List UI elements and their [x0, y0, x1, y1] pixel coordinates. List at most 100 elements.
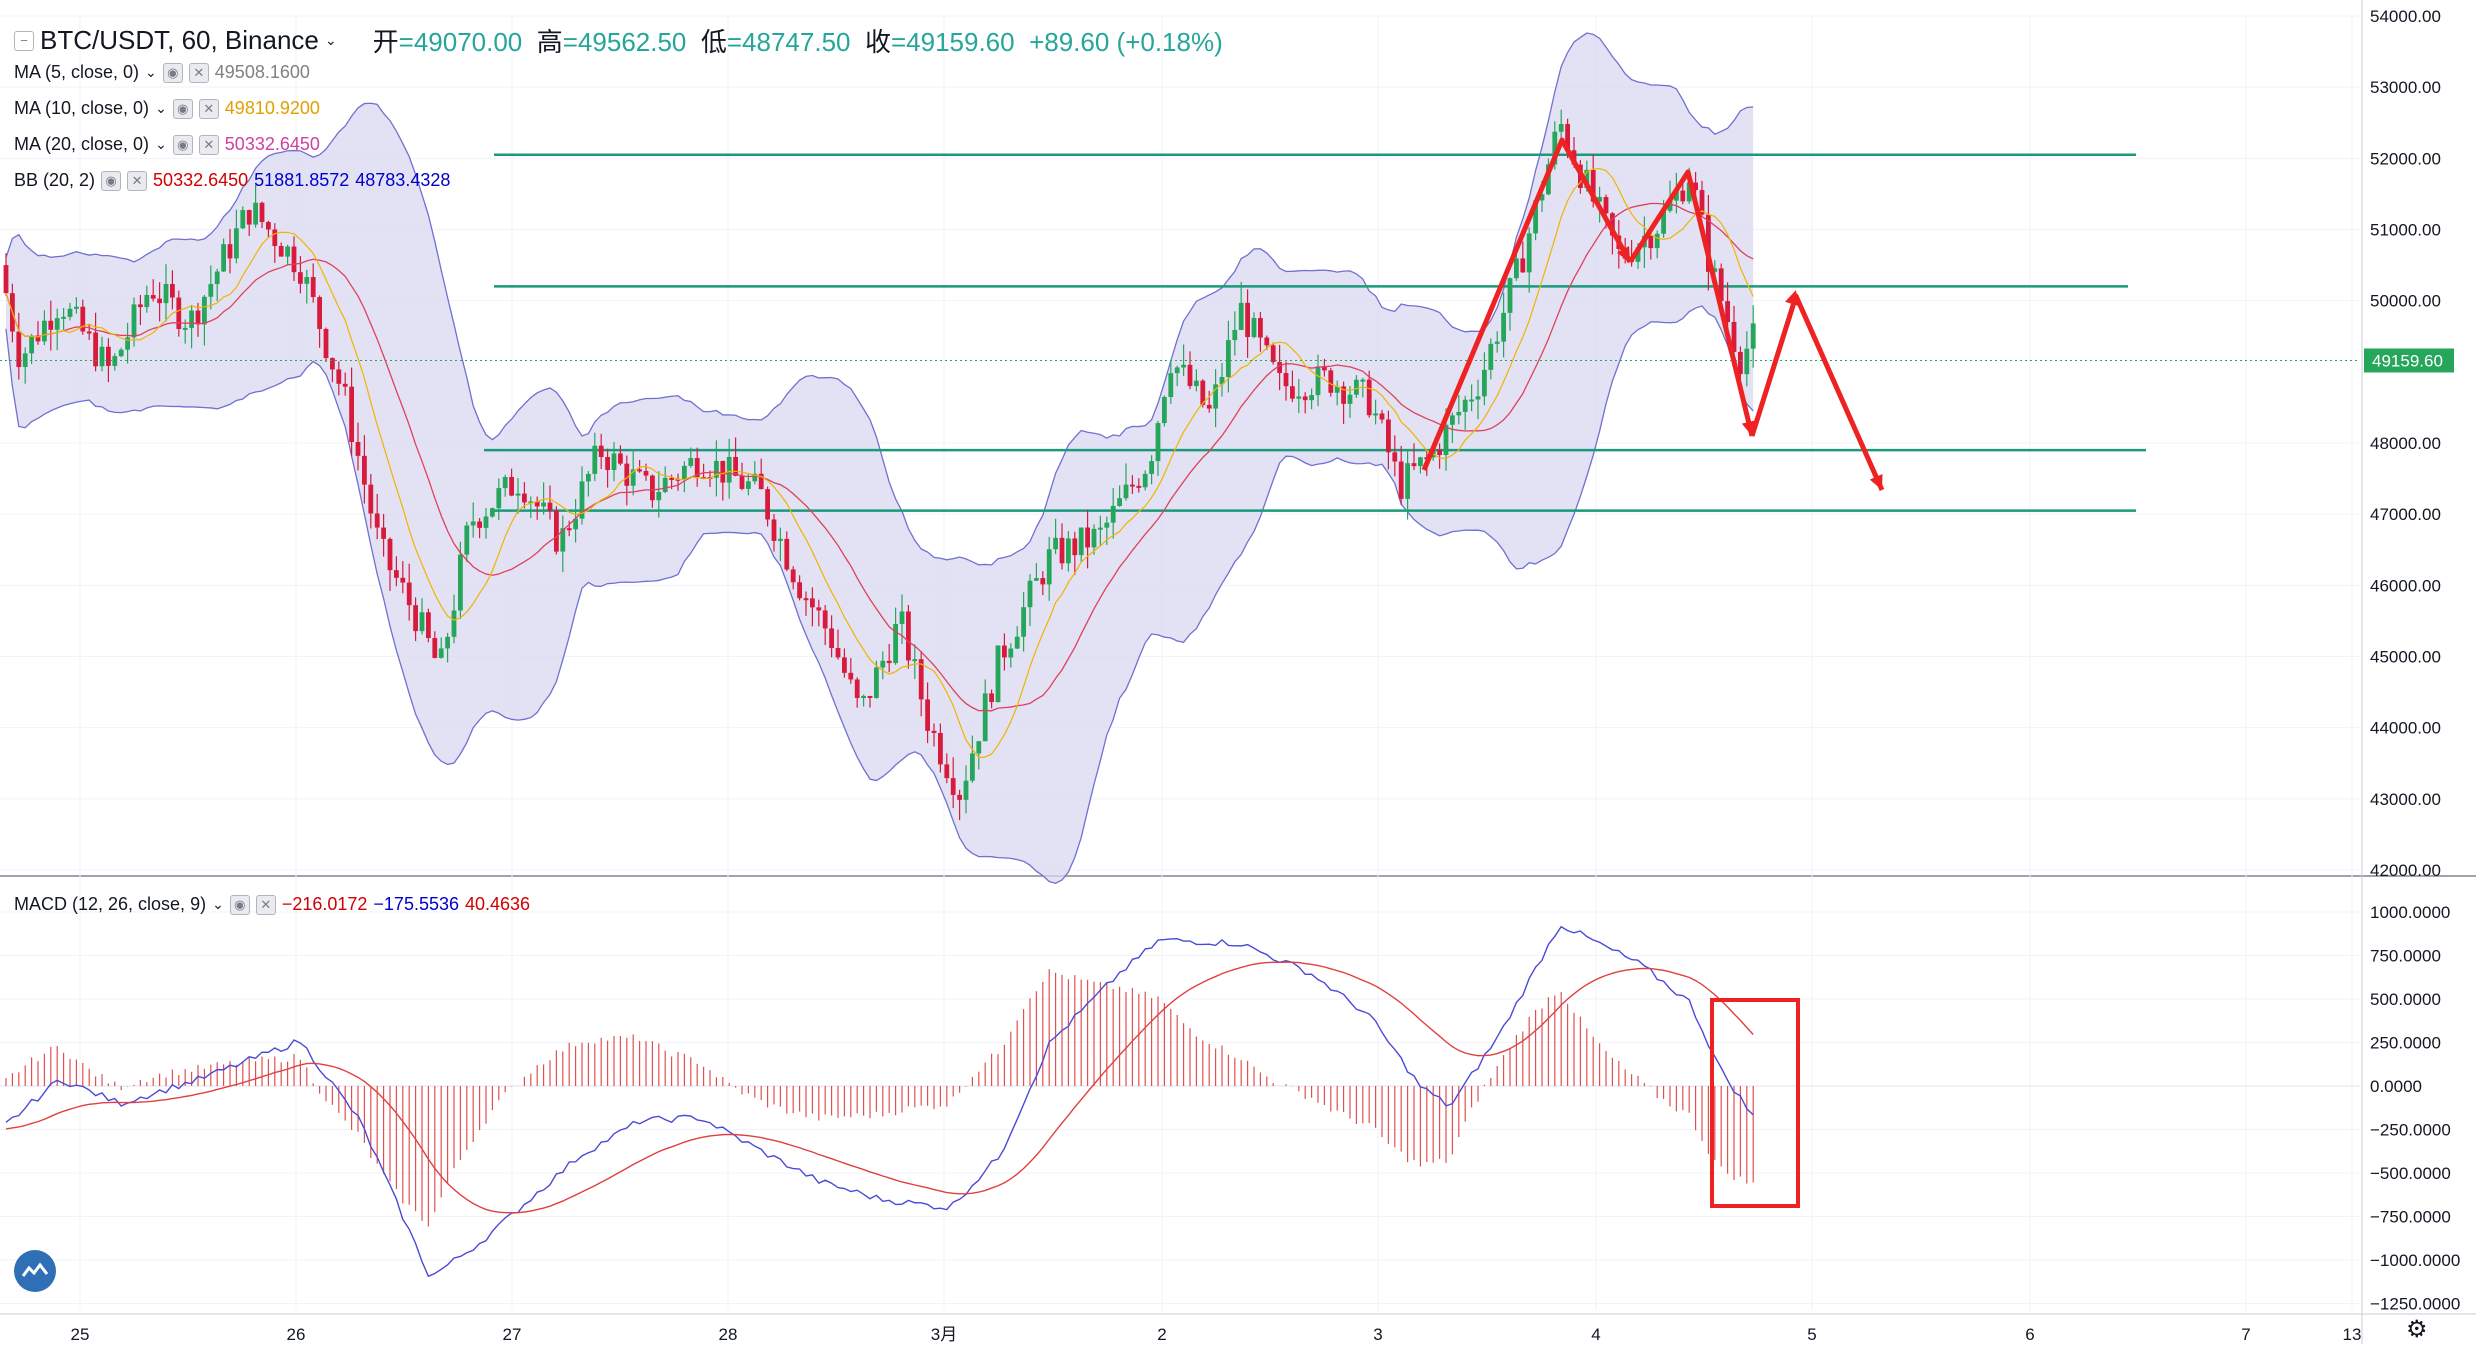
- eye-icon[interactable]: ◉: [172, 134, 193, 155]
- candle-body: [515, 493, 521, 496]
- candle-body: [554, 510, 559, 552]
- bollinger-band-fill: [6, 33, 1754, 884]
- candle-body: [483, 516, 489, 528]
- chevron-down-icon[interactable]: ⌄: [324, 32, 337, 48]
- candle-body: [797, 582, 802, 599]
- price-tick-label: 51000.00: [2370, 221, 2441, 240]
- eye-icon[interactable]: ◉: [172, 98, 193, 119]
- signal-line: [5, 961, 1754, 1214]
- macd-tick-label: 1000.0000: [2370, 903, 2450, 922]
- candle-body: [1418, 457, 1423, 467]
- candle-body: [1066, 538, 1071, 564]
- price-tick-label: 50000.00: [2370, 292, 2441, 311]
- candle-body: [1277, 362, 1282, 374]
- eye-icon[interactable]: ◉: [101, 170, 122, 191]
- candle-body: [1667, 200, 1673, 211]
- close-value: =49159.60: [890, 27, 1015, 57]
- candle-body: [1040, 578, 1046, 585]
- last-price-label: 49159.60: [2372, 351, 2443, 370]
- candle-body: [1539, 194, 1545, 201]
- candle-body: [374, 513, 380, 528]
- candle-body: [259, 202, 265, 223]
- candle-body: [1309, 395, 1314, 401]
- candle-body: [611, 453, 617, 470]
- candle-body: [86, 331, 92, 334]
- indicator-row-ma20[interactable]: MA (20, close, 0) ⌄ ◉ ✕ 50332.6450: [14, 134, 320, 155]
- time-tick-label: 3: [1373, 1325, 1382, 1344]
- tradingview-logo-icon[interactable]: [14, 1250, 56, 1292]
- indicator-row-bb[interactable]: BB (20, 2) ◉ ✕ 50332.6450 51881.8572 4878…: [14, 170, 450, 191]
- chevron-down-icon[interactable]: ⌄: [145, 64, 157, 80]
- candle-body: [163, 284, 169, 304]
- candle-body: [125, 337, 130, 350]
- indicator-row-ma10[interactable]: MA (10, close, 0) ⌄ ◉ ✕ 49810.9200: [14, 98, 320, 119]
- arrow-annotation: [1749, 293, 1885, 492]
- candle-body: [189, 310, 194, 328]
- candle-body: [1514, 258, 1519, 279]
- candle-body: [586, 473, 591, 482]
- candle-body: [682, 465, 687, 480]
- candle-body: [202, 296, 207, 325]
- close-icon[interactable]: ✕: [188, 62, 209, 83]
- indicator-value: 49810.9200: [224, 98, 320, 118]
- candle-body: [1526, 233, 1532, 273]
- candle-body: [298, 272, 303, 284]
- gear-icon[interactable]: ⚙: [2406, 1316, 2428, 1343]
- symbol-title[interactable]: BTC/USDT, 60, Binance: [40, 25, 319, 55]
- indicator-row-macd[interactable]: MACD (12, 26, close, 9) ⌄ ◉ ✕ −216.0172 −1…: [14, 894, 530, 915]
- indicator-row-ma5[interactable]: MA (5, close, 0) ⌄ ◉ ✕ 49508.1600: [14, 62, 310, 83]
- candle-body: [1482, 369, 1487, 397]
- candle-body: [957, 794, 962, 800]
- candle-body: [48, 320, 54, 330]
- candle-body: [662, 477, 668, 493]
- macd-tick-label: −1250.0000: [2370, 1295, 2460, 1314]
- collapse-icon[interactable]: −: [14, 30, 34, 51]
- candle-body: [1219, 377, 1225, 385]
- candle-body: [1462, 399, 1468, 412]
- candle-body: [1130, 484, 1135, 487]
- candle-body: [106, 346, 111, 366]
- chevron-down-icon[interactable]: ⌄: [212, 896, 224, 912]
- candle-body: [1680, 190, 1686, 202]
- candle-body: [1034, 578, 1039, 581]
- candle-body: [227, 244, 233, 259]
- candle-body: [1053, 537, 1058, 550]
- price-tick-label: 46000.00: [2370, 576, 2441, 595]
- candle-body: [1635, 247, 1641, 262]
- price-tick-label: 44000.00: [2370, 719, 2441, 738]
- chevron-down-icon[interactable]: ⌄: [155, 100, 167, 116]
- candle-body: [1693, 182, 1698, 191]
- candle-body: [1507, 278, 1513, 313]
- close-icon[interactable]: ✕: [255, 894, 276, 915]
- close-icon[interactable]: ✕: [198, 98, 219, 119]
- eye-icon[interactable]: ◉: [162, 62, 183, 83]
- candle-body: [1232, 329, 1238, 341]
- candle-body: [355, 441, 361, 456]
- high-label: 高: [536, 27, 563, 57]
- macd-tick-label: 0.0000: [2370, 1077, 2422, 1096]
- indicator-name: BB (20, 2): [14, 170, 96, 190]
- candle-body: [720, 460, 726, 483]
- candle-body: [1520, 258, 1526, 273]
- candle-body: [714, 460, 719, 478]
- candle-body: [893, 623, 898, 664]
- bollinger-lower-line: [5, 305, 1754, 885]
- candle-body: [1174, 367, 1180, 374]
- candle-body: [362, 455, 367, 485]
- candle-body: [950, 778, 956, 795]
- candle-body: [426, 612, 431, 639]
- close-icon[interactable]: ✕: [198, 134, 219, 155]
- candle-body: [528, 501, 534, 504]
- candle-body: [502, 476, 508, 489]
- chevron-down-icon[interactable]: ⌄: [155, 136, 167, 152]
- candle-body: [1558, 124, 1564, 132]
- close-icon[interactable]: ✕: [127, 170, 148, 191]
- candle-body: [93, 332, 98, 367]
- eye-icon[interactable]: ◉: [229, 894, 250, 915]
- candle-body: [976, 741, 982, 754]
- candle-body: [989, 693, 994, 703]
- candle-body: [1098, 527, 1103, 530]
- candle-body: [1405, 463, 1410, 499]
